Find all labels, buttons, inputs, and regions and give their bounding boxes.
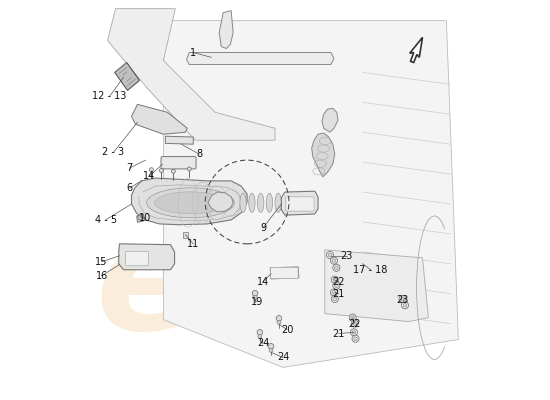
- Polygon shape: [208, 192, 233, 212]
- Circle shape: [333, 297, 337, 301]
- Text: 4 - 5: 4 - 5: [95, 215, 117, 225]
- Text: 24: 24: [277, 352, 289, 362]
- Circle shape: [172, 169, 175, 173]
- Circle shape: [333, 278, 337, 282]
- Circle shape: [334, 266, 338, 270]
- Circle shape: [403, 304, 407, 307]
- Polygon shape: [183, 232, 188, 238]
- Circle shape: [352, 330, 356, 334]
- Circle shape: [333, 282, 340, 289]
- Polygon shape: [131, 104, 188, 134]
- Polygon shape: [322, 108, 338, 132]
- Circle shape: [349, 314, 356, 321]
- Circle shape: [333, 264, 340, 271]
- Text: 10: 10: [139, 213, 152, 223]
- Text: 22: 22: [333, 277, 345, 287]
- Circle shape: [332, 291, 336, 294]
- Polygon shape: [282, 191, 318, 215]
- Polygon shape: [137, 214, 144, 222]
- Circle shape: [252, 290, 258, 296]
- FancyBboxPatch shape: [161, 156, 196, 169]
- Text: 1985: 1985: [306, 148, 420, 212]
- Text: 22: 22: [349, 318, 361, 328]
- Circle shape: [328, 253, 332, 257]
- Circle shape: [351, 320, 358, 327]
- Ellipse shape: [275, 193, 282, 212]
- Circle shape: [332, 259, 336, 262]
- FancyBboxPatch shape: [271, 267, 298, 278]
- Text: 20: 20: [280, 324, 293, 334]
- Circle shape: [257, 330, 263, 335]
- Text: 7: 7: [126, 163, 133, 173]
- Circle shape: [269, 348, 273, 352]
- Text: 19: 19: [251, 297, 263, 307]
- Polygon shape: [115, 62, 140, 90]
- Text: 21: 21: [333, 328, 345, 338]
- Circle shape: [331, 276, 338, 283]
- Circle shape: [401, 297, 404, 301]
- Text: 2 - 3: 2 - 3: [102, 147, 125, 157]
- Polygon shape: [325, 250, 428, 322]
- Text: 17 - 18: 17 - 18: [354, 265, 388, 275]
- Ellipse shape: [147, 188, 234, 218]
- Circle shape: [188, 167, 191, 171]
- Circle shape: [138, 215, 142, 220]
- Polygon shape: [270, 267, 299, 279]
- Circle shape: [354, 337, 358, 340]
- Polygon shape: [119, 244, 174, 270]
- Circle shape: [351, 316, 355, 319]
- Polygon shape: [163, 158, 195, 167]
- Circle shape: [331, 257, 338, 264]
- Text: 6: 6: [126, 183, 133, 193]
- Polygon shape: [108, 9, 275, 140]
- Circle shape: [268, 344, 274, 349]
- Polygon shape: [166, 136, 193, 144]
- Text: 11: 11: [187, 239, 200, 249]
- Circle shape: [331, 295, 338, 302]
- Text: 24: 24: [257, 338, 270, 348]
- Circle shape: [402, 302, 409, 309]
- Circle shape: [277, 320, 281, 324]
- Polygon shape: [186, 52, 334, 64]
- Text: 15: 15: [95, 257, 108, 267]
- Circle shape: [326, 252, 334, 258]
- Text: 23: 23: [340, 251, 353, 261]
- Text: 21: 21: [333, 289, 345, 299]
- Text: e: e: [96, 213, 199, 362]
- Ellipse shape: [266, 193, 273, 212]
- Circle shape: [160, 168, 163, 172]
- Ellipse shape: [257, 193, 264, 212]
- Text: 14: 14: [144, 171, 156, 181]
- Circle shape: [399, 295, 406, 302]
- Text: 12 - 13: 12 - 13: [92, 91, 126, 101]
- Circle shape: [253, 295, 257, 299]
- Text: a passion for parts: a passion for parts: [204, 222, 346, 274]
- Circle shape: [352, 335, 359, 342]
- Ellipse shape: [249, 193, 255, 212]
- Polygon shape: [163, 21, 458, 368]
- Text: 23: 23: [397, 295, 409, 305]
- Ellipse shape: [155, 192, 227, 214]
- Polygon shape: [131, 178, 247, 225]
- Circle shape: [150, 168, 153, 172]
- Ellipse shape: [240, 193, 246, 212]
- Text: 1: 1: [190, 48, 196, 58]
- Circle shape: [353, 322, 356, 325]
- Polygon shape: [410, 37, 422, 62]
- Circle shape: [350, 329, 358, 336]
- Circle shape: [334, 284, 338, 288]
- Text: 14: 14: [257, 277, 269, 287]
- Circle shape: [276, 316, 282, 321]
- Polygon shape: [219, 11, 233, 48]
- Text: 9: 9: [260, 223, 266, 233]
- Circle shape: [331, 289, 338, 296]
- Text: 16: 16: [96, 271, 108, 281]
- Text: 8: 8: [196, 149, 202, 159]
- Circle shape: [258, 334, 262, 338]
- FancyBboxPatch shape: [286, 197, 314, 211]
- Polygon shape: [312, 133, 335, 177]
- FancyBboxPatch shape: [125, 252, 148, 266]
